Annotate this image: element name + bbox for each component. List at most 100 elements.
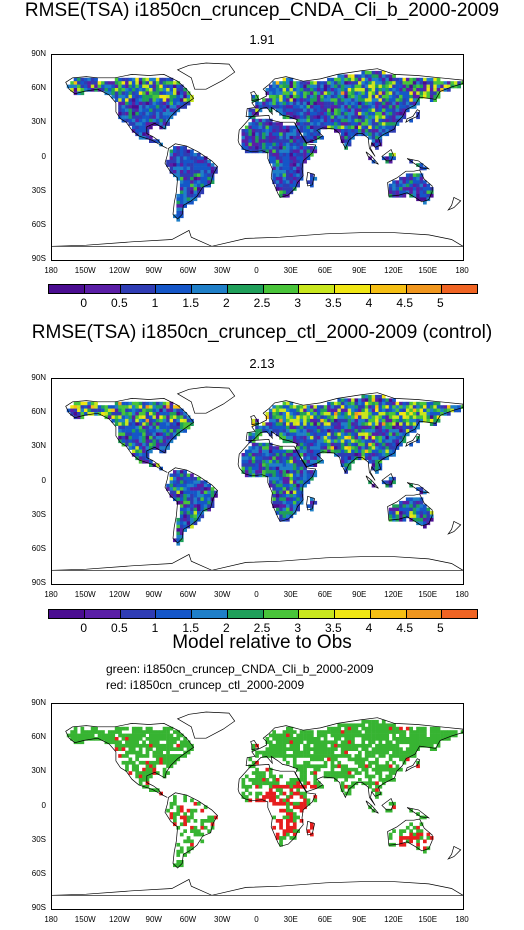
green-grid-cell — [152, 733, 157, 738]
rmse-grid-cell — [443, 412, 448, 416]
red-grid-cell — [306, 781, 311, 786]
colorbar-swatch — [120, 610, 157, 618]
rmse-grid-cell — [385, 418, 390, 423]
rmse-grid-cell — [296, 149, 300, 154]
rmse-grid-cell — [286, 473, 290, 478]
rmse-grid-cell — [399, 193, 403, 198]
rmse-grid-cell — [371, 125, 376, 130]
rmse-grid-cell — [265, 473, 270, 478]
rmse-grid-cell — [392, 84, 396, 89]
rmse-grid-cell — [306, 152, 311, 157]
green-grid-cell — [268, 747, 273, 751]
rmse-grid-cell — [169, 77, 174, 82]
rmse-grid-cell — [84, 88, 88, 92]
rmse-grid-cell — [268, 132, 273, 137]
green-grid-cell — [268, 771, 273, 775]
rmse-grid-cell — [313, 149, 318, 154]
rmse-grid-cell — [347, 129, 352, 133]
rmse-grid-cell — [155, 446, 160, 450]
rmse-grid-cell — [327, 435, 331, 440]
rmse-grid-cell — [149, 111, 153, 116]
green-grid-cell — [275, 754, 280, 758]
green-grid-cell — [316, 737, 321, 741]
rmse-grid-cell — [149, 429, 153, 433]
rmse-grid-cell — [258, 101, 263, 106]
green-grid-cell — [138, 747, 143, 751]
green-grid-cell — [429, 733, 434, 738]
rmse-grid-cell — [337, 111, 342, 116]
rmse-grid-cell — [279, 466, 283, 471]
latitude-label: 30N — [31, 441, 46, 451]
rmse-grid-cell — [279, 470, 283, 474]
rmse-grid-cell — [289, 156, 294, 161]
rmse-grid-cell — [347, 418, 352, 423]
rmse-grid-cell — [176, 432, 181, 437]
rmse-grid-cell — [186, 101, 191, 106]
rmse-grid-cell — [162, 118, 167, 123]
red-grid-cell — [169, 815, 174, 820]
green-grid-cell — [388, 801, 393, 806]
rmse-grid-cell — [296, 88, 300, 92]
green-grid-cell — [351, 767, 355, 772]
rmse-grid-cell — [412, 105, 417, 109]
rmse-grid-cell — [162, 412, 167, 416]
rmse-grid-cell — [186, 176, 191, 181]
green-grid-cell — [179, 822, 184, 827]
rmse-grid-cell — [358, 129, 362, 133]
green-grid-cell — [334, 737, 338, 741]
red-grid-cell — [268, 795, 273, 799]
green-grid-cell — [429, 747, 434, 751]
rmse-grid-cell — [303, 132, 307, 137]
rmse-grid-cell — [190, 94, 194, 99]
rmse-grid-cell — [173, 166, 177, 171]
rmse-grid-cell — [320, 422, 324, 426]
rmse-grid-cell — [138, 105, 143, 109]
rmse-grid-cell — [340, 77, 345, 82]
red-grid-cell — [128, 771, 133, 775]
rmse-grid-cell — [310, 500, 314, 505]
rmse-grid-cell — [412, 88, 417, 92]
rmse-grid-cell — [286, 166, 290, 171]
rmse-grid-cell — [203, 494, 208, 498]
rmse-grid-cell — [131, 449, 136, 454]
green-grid-cell — [135, 771, 139, 775]
rmse-grid-cell — [392, 446, 396, 450]
green-grid-cell — [375, 757, 379, 762]
green-grid-cell — [292, 778, 297, 782]
green-grid-cell — [142, 760, 146, 765]
rmse-grid-cell — [152, 442, 157, 447]
rmse-grid-cell — [197, 176, 201, 181]
rmse-grid-cell — [447, 405, 451, 409]
rmse-grid-cell — [166, 446, 170, 450]
latitude-label: 0 — [41, 800, 46, 810]
rmse-grid-cell — [296, 94, 300, 99]
rmse-grid-cell — [330, 429, 335, 433]
green-grid-cell — [282, 750, 287, 755]
rmse-grid-cell — [364, 132, 369, 137]
colorbar-swatch — [120, 285, 157, 293]
rmse-grid-cell — [282, 439, 287, 444]
rmse-grid-cell — [241, 129, 246, 133]
rmse-grid-cell — [121, 84, 126, 89]
rmse-grid-cell — [351, 111, 355, 116]
rmse-grid-cell — [409, 91, 413, 96]
green-grid-cell — [282, 798, 287, 803]
rmse-grid-cell — [296, 449, 300, 454]
rmse-grid-cell — [392, 125, 396, 130]
green-grid-cell — [303, 733, 307, 738]
green-grid-cell — [183, 737, 187, 741]
red-grid-cell — [296, 805, 300, 810]
rmse-grid-cell — [416, 497, 420, 502]
longitude-label: 150E — [418, 915, 438, 924]
green-grid-cell — [145, 747, 150, 751]
rmse-grid-cell — [121, 111, 126, 116]
rmse-grid-cell — [286, 422, 290, 426]
rmse-grid-cell — [279, 449, 283, 454]
rmse-grid-cell — [279, 514, 283, 519]
longitude-label: 30W — [214, 915, 231, 924]
green-grid-cell — [347, 754, 352, 758]
rmse-grid-cell — [392, 94, 396, 99]
rmse-grid-cell — [371, 118, 376, 123]
rmse-grid-cell — [337, 88, 342, 92]
green-grid-cell — [200, 839, 205, 844]
